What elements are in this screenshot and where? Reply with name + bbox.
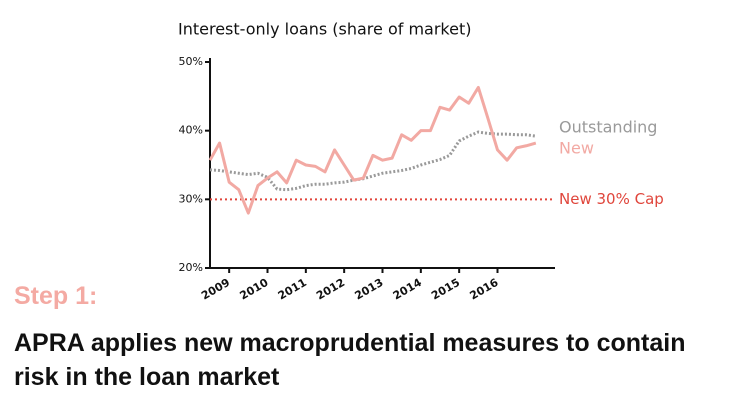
x-tick-label: 2011 — [276, 276, 309, 303]
x-tick-label: 2014 — [391, 276, 424, 303]
series-label: Outstanding — [559, 118, 657, 137]
x-tick-label: 2016 — [467, 276, 500, 303]
x-tick-label: 2009 — [199, 276, 232, 303]
x-tick-label: 2010 — [237, 276, 270, 303]
heading: APRA applies new macroprudential measure… — [14, 329, 686, 391]
series-label: New — [559, 139, 594, 158]
reference-label: New 30% Cap — [559, 190, 664, 208]
y-tick-label: 30% — [179, 192, 203, 205]
x-tick-label: 2015 — [429, 276, 462, 303]
step-label: Step 1: — [14, 282, 98, 310]
y-tick-label: 40% — [179, 124, 203, 137]
y-tick-label: 50% — [179, 55, 203, 68]
series-line — [209, 130, 537, 192]
x-tick-label: 2012 — [314, 276, 347, 303]
series-line — [208, 85, 537, 215]
chart-title: Interest-only loans (share of market) — [178, 20, 471, 39]
x-tick-label: 2013 — [352, 276, 385, 303]
y-tick-label: 20% — [179, 261, 203, 274]
